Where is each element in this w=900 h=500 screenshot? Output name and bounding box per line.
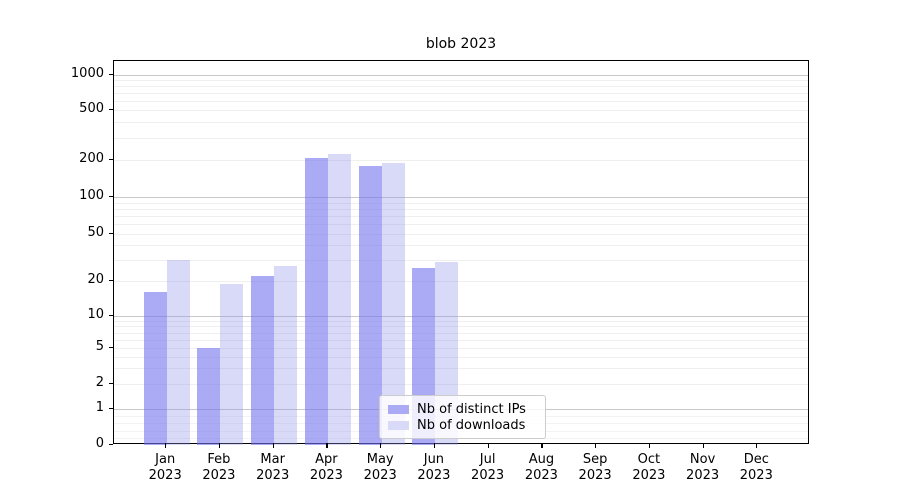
gridline-10 xyxy=(114,316,808,317)
x-tick-label-dec: Dec 2023 xyxy=(739,452,773,483)
x-tick-label-nov: Nov 2023 xyxy=(686,452,720,483)
gridline-500 xyxy=(114,110,808,111)
legend-swatch-downloads xyxy=(388,420,409,430)
gridline-600 xyxy=(114,100,808,102)
gridline-700 xyxy=(114,93,808,94)
bar-ips-feb xyxy=(197,348,221,445)
y-tick-mark-1 xyxy=(109,408,113,410)
x-tick-mark-aug xyxy=(541,443,543,448)
gridline-60 xyxy=(114,224,808,226)
gridline-20 xyxy=(114,281,808,282)
x-tick-label-feb: Feb 2023 xyxy=(202,452,236,483)
y-tick-mark-1000 xyxy=(109,74,113,76)
y-tick-mark-0 xyxy=(109,444,113,446)
gridline-50 xyxy=(114,234,808,235)
x-tick-mark-sep xyxy=(595,443,597,448)
gridline-40 xyxy=(114,245,808,247)
gridline-4 xyxy=(114,356,808,358)
x-tick-mark-may xyxy=(380,443,382,448)
y-tick-label-100: 100 xyxy=(79,188,104,203)
y-tick-label-5: 5 xyxy=(95,339,104,354)
bar-ips-apr xyxy=(304,158,328,445)
y-tick-label-20: 20 xyxy=(87,272,104,287)
gridline-70 xyxy=(114,216,808,217)
y-tick-label-10: 10 xyxy=(87,307,104,322)
chart-title: blob 2023 xyxy=(425,36,497,52)
x-tick-mark-jul xyxy=(487,443,489,448)
gridline-9 xyxy=(114,320,808,322)
x-tick-label-sep: Sep 2023 xyxy=(578,452,612,483)
plot-area: Nb of distinct IPs Nb of downloads xyxy=(113,60,809,445)
gridline-5 xyxy=(114,348,808,349)
legend-item-distinct-ips: Nb of distinct IPs xyxy=(388,402,537,417)
y-tick-mark-20 xyxy=(109,280,113,282)
y-tick-label-500: 500 xyxy=(79,101,104,116)
y-tick-label-1: 1 xyxy=(95,400,104,415)
y-tick-label-200: 200 xyxy=(79,151,104,166)
x-tick-label-mar: Mar 2023 xyxy=(256,452,290,483)
gridline-30 xyxy=(114,260,808,262)
x-tick-mark-jun xyxy=(433,443,436,448)
gridline-8 xyxy=(114,326,808,328)
x-tick-mark-feb xyxy=(218,443,221,448)
y-tick-label-50: 50 xyxy=(87,225,104,240)
x-tick-label-aug: Aug 2023 xyxy=(524,452,558,483)
legend: Nb of distinct IPs Nb of downloads xyxy=(379,395,546,439)
x-tick-mark-oct xyxy=(648,443,651,448)
legend-label-downloads: Nb of downloads xyxy=(417,417,526,433)
x-tick-mark-mar xyxy=(272,443,274,448)
gridline-200 xyxy=(114,160,808,161)
y-tick-mark-100 xyxy=(109,196,113,198)
gridline-6 xyxy=(114,339,808,341)
legend-swatch-distinct-ips xyxy=(388,404,409,414)
x-tick-label-jul: Jul 2023 xyxy=(471,452,505,483)
x-tick-mark-jan xyxy=(165,443,167,448)
y-tick-mark-10 xyxy=(109,315,113,317)
legend-label-distinct-ips: Nb of distinct IPs xyxy=(417,401,526,417)
y-tick-mark-5 xyxy=(109,347,113,349)
gridline-100 xyxy=(114,197,808,198)
y-tick-mark-50 xyxy=(109,233,113,235)
x-tick-label-jun: Jun 2023 xyxy=(417,452,451,483)
gridline-800 xyxy=(114,86,808,88)
bar-ips-mar xyxy=(251,276,275,445)
x-tick-mark-apr xyxy=(326,443,328,448)
y-tick-mark-2 xyxy=(109,383,113,385)
x-tick-label-may: May 2023 xyxy=(363,452,397,483)
bar-downloads-apr xyxy=(327,153,351,445)
gridline-3 xyxy=(114,368,808,370)
bar-ips-jan xyxy=(143,292,167,445)
gridline-7 xyxy=(114,332,808,334)
gridline-400 xyxy=(114,122,808,124)
legend-item-downloads: Nb of downloads xyxy=(388,418,537,433)
x-tick-mark-dec xyxy=(756,443,758,448)
bar-downloads-mar xyxy=(274,265,298,445)
y-tick-mark-200 xyxy=(109,159,113,161)
bar-downloads-jan xyxy=(166,260,190,445)
gridline-2 xyxy=(114,384,808,385)
y-tick-label-0: 0 xyxy=(95,436,104,451)
bar-downloads-may xyxy=(381,163,405,445)
bar-ips-may xyxy=(358,165,382,445)
bar-downloads-feb xyxy=(220,283,244,445)
gridline-80 xyxy=(114,208,808,210)
gridline-1000 xyxy=(114,75,808,76)
x-tick-mark-nov xyxy=(702,443,704,448)
x-tick-label-apr: Apr 2023 xyxy=(309,452,343,483)
y-tick-label-2: 2 xyxy=(95,375,104,390)
gridline-90 xyxy=(114,202,808,204)
x-tick-label-jan: Jan 2023 xyxy=(148,452,182,483)
y-tick-label-1000: 1000 xyxy=(70,66,104,81)
gridline-900 xyxy=(114,80,808,82)
gridline-300 xyxy=(114,137,808,139)
y-tick-mark-500 xyxy=(109,109,113,111)
x-tick-label-oct: Oct 2023 xyxy=(632,452,666,483)
